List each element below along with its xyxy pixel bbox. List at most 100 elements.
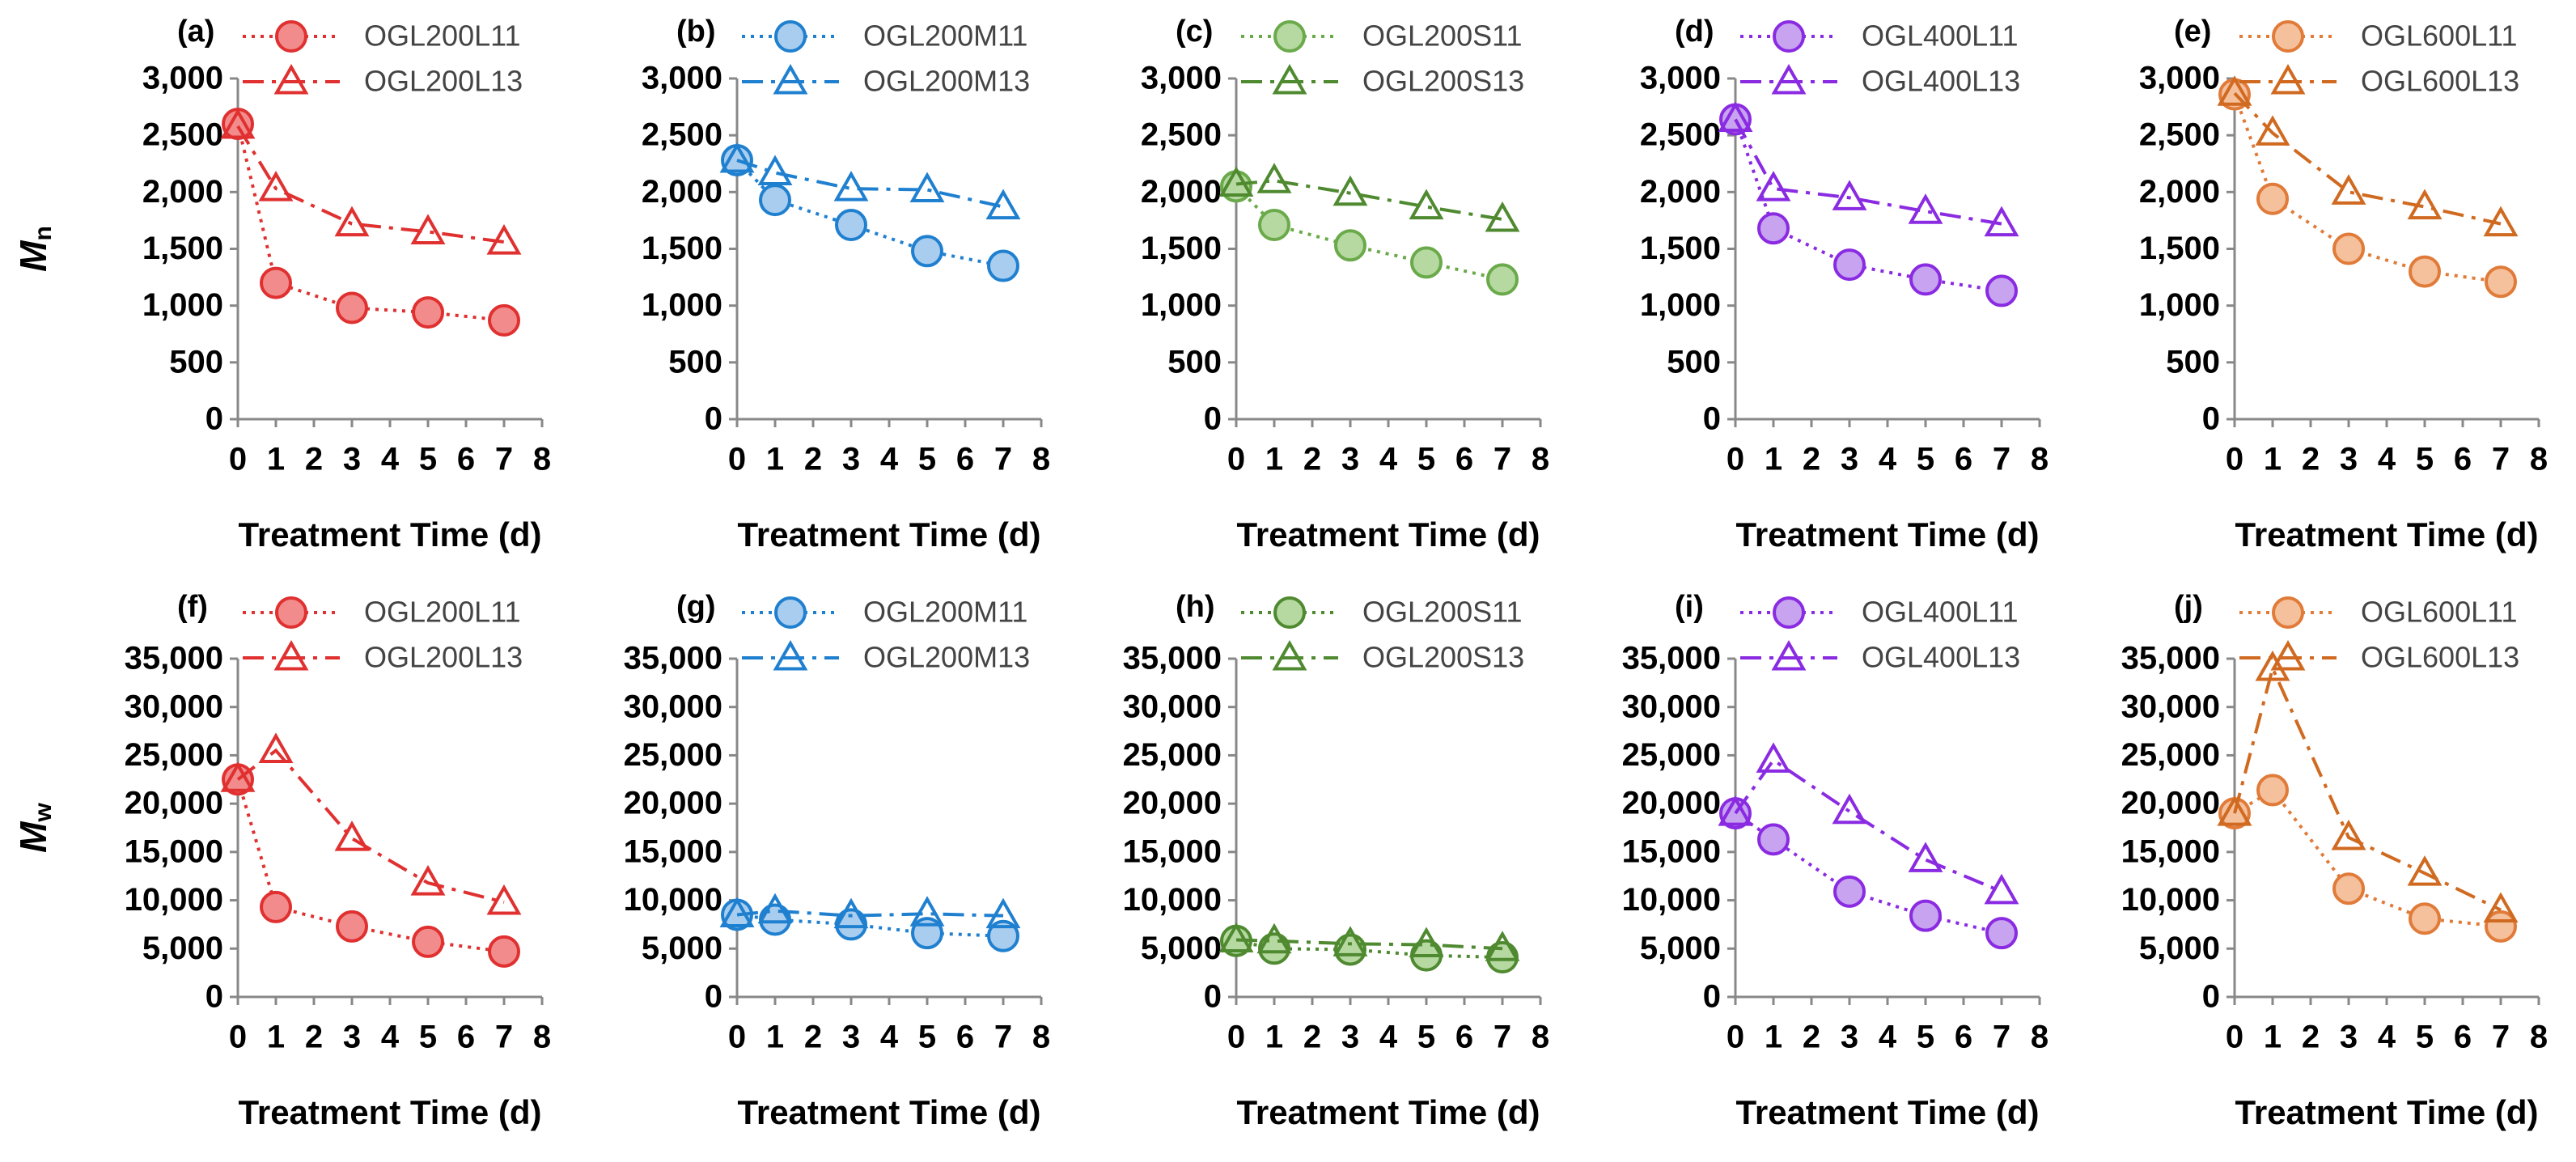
- triangle-marker: [2407, 189, 2443, 220]
- circle-marker: [1258, 932, 1290, 965]
- triangle-marker: [833, 171, 869, 201]
- y-tick-label: 10,000: [624, 882, 722, 918]
- x-tick-label: 6: [1455, 1020, 1473, 1055]
- series-line: [1235, 938, 1503, 951]
- series-line: [2233, 93, 2502, 284]
- x-tick-label: 0: [229, 1020, 247, 1055]
- legend-label: OGL600L13: [2361, 641, 2519, 674]
- y-tick-label: 2,000: [642, 174, 722, 210]
- x-tick-label: 5: [2416, 442, 2434, 477]
- y-tick-label: 0: [705, 401, 722, 437]
- y-tick-label: 2,500: [142, 117, 223, 153]
- x-tick-label: 5: [419, 1020, 437, 1055]
- triangle-marker: [833, 897, 869, 929]
- legend-label: OGL600L13: [2361, 65, 2519, 98]
- y-tick-label: 30,000: [624, 689, 722, 724]
- circle-marker: [1985, 917, 2018, 950]
- series-line: [2233, 91, 2502, 226]
- series-line: [236, 125, 505, 244]
- triangle-marker: [334, 206, 370, 237]
- y-tick-label: 500: [668, 344, 722, 380]
- x-tick-label: 0: [728, 442, 746, 477]
- y-tick-label: 25,000: [1622, 737, 1721, 773]
- legend-label: OGL400L13: [1862, 65, 2020, 98]
- x-tick-label: 8: [2530, 442, 2548, 477]
- legend-label: OGL200S11: [1362, 596, 1522, 629]
- circle-marker: [488, 935, 520, 968]
- circle-marker: [1410, 246, 1443, 279]
- x-tick-label: 1: [2264, 1020, 2282, 1055]
- x-tick-label: 1: [1265, 442, 1283, 477]
- triangle-marker: [2255, 115, 2290, 146]
- x-axis-label: Treatment Time (d): [2235, 1093, 2539, 1131]
- legend-label: OGL200M11: [863, 596, 1027, 629]
- x-tick-label: 6: [1955, 442, 1972, 477]
- circle-marker: [2485, 265, 2517, 299]
- x-tick-label: 1: [1265, 1020, 1283, 1055]
- triangle-marker: [273, 63, 309, 95]
- y-tick-label: 2,000: [142, 174, 223, 210]
- legend-label: OGL200L11: [364, 596, 520, 629]
- circle-marker: [774, 20, 807, 53]
- y-tick-label: 0: [705, 979, 722, 1015]
- triangle-marker: [757, 893, 793, 924]
- x-axis-label: Treatment Time (d): [738, 1093, 1041, 1131]
- circle-marker: [260, 266, 292, 299]
- circle-marker: [1773, 596, 1805, 629]
- circle-marker: [2272, 596, 2304, 629]
- triangle-marker: [2217, 75, 2252, 106]
- y-tick-label: 15,000: [125, 833, 223, 869]
- y-tick-label: 35,000: [1622, 641, 1721, 676]
- y-tick-label: 30,000: [2121, 689, 2220, 724]
- x-tick-label: 5: [918, 1020, 936, 1055]
- y-tick-label: 3,000: [1640, 61, 1721, 96]
- triangle-marker: [2270, 63, 2306, 95]
- x-tick-label: 6: [2454, 1020, 2472, 1055]
- x-tick-label: 7: [994, 442, 1012, 477]
- triangle-marker: [985, 897, 1021, 929]
- x-tick-label: 7: [1493, 1020, 1511, 1055]
- y-tick-label: 1,500: [2139, 231, 2220, 266]
- x-tick-label: 3: [842, 442, 860, 477]
- x-tick-label: 4: [1379, 1020, 1398, 1055]
- circle-marker: [1833, 248, 1866, 282]
- circle-marker: [1985, 274, 2018, 307]
- triangle-marker: [1756, 171, 1791, 201]
- y-tick-label: 10,000: [1123, 882, 1222, 918]
- y-label-main: M: [12, 240, 54, 272]
- x-tick-label: 2: [305, 1020, 323, 1055]
- triangle-marker: [273, 639, 309, 671]
- x-tick-label: 3: [343, 442, 361, 477]
- y-tick-label: 3,000: [142, 61, 223, 96]
- legend-label: OGL200L13: [364, 65, 523, 98]
- y-tick-label: 500: [169, 344, 223, 380]
- triangle-marker: [2255, 650, 2290, 681]
- panel-label: (c): [1176, 15, 1213, 49]
- legend-label: OGL600L11: [2361, 596, 2517, 629]
- x-tick-label: 7: [495, 442, 513, 477]
- series-line: [1235, 184, 1503, 282]
- triangle-marker: [410, 214, 446, 244]
- y-tick-label: 10,000: [2121, 882, 2220, 918]
- y-tick-label: 2,500: [1640, 117, 1721, 153]
- circle-marker: [2256, 774, 2289, 807]
- triangle-marker: [1485, 931, 1520, 961]
- x-tick-label: 1: [1765, 442, 1782, 477]
- panel-label: (h): [1176, 590, 1215, 624]
- circle-marker: [1757, 212, 1790, 245]
- x-tick-label: 1: [766, 1020, 784, 1055]
- x-tick-label: 7: [1993, 1020, 2010, 1055]
- x-tick-label: 6: [956, 1020, 974, 1055]
- y-tick-label: 20,000: [1622, 786, 1721, 821]
- triangle-marker: [220, 761, 256, 792]
- x-tick-label: 3: [1341, 442, 1359, 477]
- circle-marker: [1258, 209, 1290, 242]
- circle-marker: [1773, 20, 1805, 53]
- legend-label: OGL200S13: [1362, 641, 1524, 674]
- y-tick-label: 25,000: [2121, 737, 2220, 773]
- triangle-marker: [1272, 639, 1307, 671]
- triangle-marker: [220, 108, 256, 139]
- triangle-marker: [909, 896, 945, 927]
- series-line: [736, 913, 1004, 938]
- series-line: [1734, 757, 2002, 893]
